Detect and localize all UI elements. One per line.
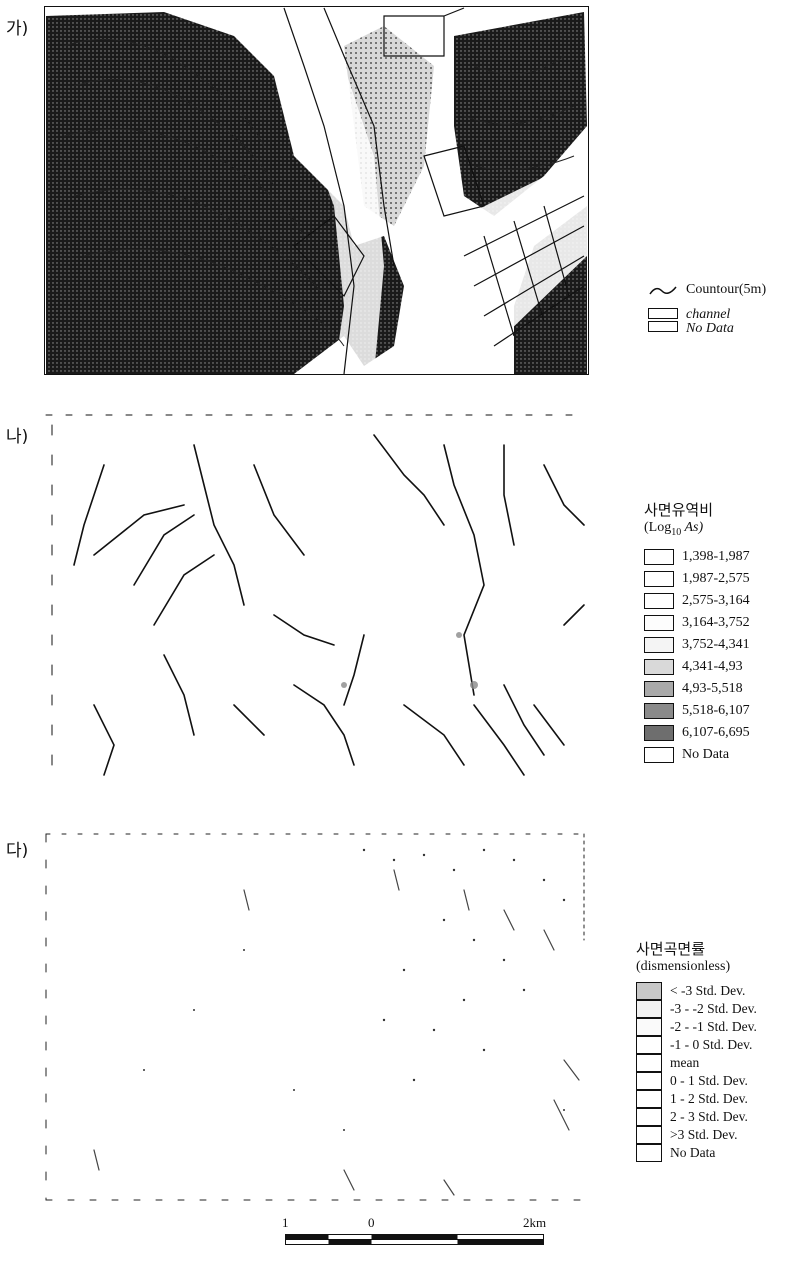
legend-b-swatch [644, 658, 674, 675]
legend-c-row: -2 - -1 Std. Dev. [636, 1018, 757, 1036]
legend-b-swatch [644, 636, 674, 653]
legend-b-subtitle: (Log10 As) [644, 521, 750, 538]
nodata-swatch [648, 321, 678, 332]
legend-b-swatch [644, 548, 674, 565]
legend-c-swatch [636, 1090, 662, 1108]
legend-b-swatch [644, 570, 674, 587]
panel-label-a: 가) [6, 19, 29, 39]
legend-curvature: 사면곡면률 (dismensionless) < -3 Std. Dev. -3 … [636, 942, 757, 1162]
legend-row-contour: Countour(5m) [648, 280, 766, 300]
legend-c-row: 1 - 2 Std. Dev. [636, 1090, 757, 1108]
legend-b-row: 2,575-3,164 [644, 590, 750, 612]
panel-label-b: 나) [6, 427, 29, 447]
legend-c-subtitle: (dismensionless) [636, 959, 731, 974]
legend-b-row: No Data [644, 744, 750, 766]
curvature-map-svg [45, 833, 585, 1201]
legend-b-title: 사면유역비 [644, 501, 714, 519]
legend-c-row: 0 - 1 Std. Dev. [636, 1072, 757, 1090]
contour-map-svg [44, 6, 589, 375]
legend-b-row: 3,164-3,752 [644, 612, 750, 634]
scale-tick-1: 1 [282, 1215, 289, 1230]
contour-line-icon [649, 286, 677, 295]
legend-b-swatch [644, 680, 674, 697]
legend-b-swatch [644, 702, 674, 719]
legend-contributing-area: 사면유역비 (Log10 As) 1,398-1,987 1,987-2,575 2… [644, 503, 750, 766]
legend-c-label: mean [670, 1055, 700, 1071]
legend-b-label: 4,93-5,518 [682, 680, 743, 696]
legend-c-row: No Data [636, 1144, 757, 1162]
legend-b-label: No Data [682, 746, 730, 762]
legend-c-label: 1 - 2 Std. Dev. [670, 1091, 748, 1107]
legend-b-swatch [644, 614, 674, 631]
legend-b-row: 4,341-4,93 [644, 656, 750, 678]
legend-c-swatch [636, 1072, 662, 1090]
legend-contour-label: Countour(5m) [686, 282, 767, 297]
panel-label-c: 다) [6, 841, 29, 861]
legend-c-row: -3 - -2 Std. Dev. [636, 1000, 757, 1018]
scale-tick-0: 0 [368, 1215, 375, 1230]
legend-c-row: 2 - 3 Std. Dev. [636, 1108, 757, 1126]
legend-b-row: 6,107-6,695 [644, 722, 750, 744]
legend-b-label: 3,164-3,752 [682, 614, 750, 630]
legend-b-row: 5,518-6,107 [644, 700, 750, 722]
legend-b-row: 4,93-5,518 [644, 678, 750, 700]
legend-c-row: -1 - 0 Std. Dev. [636, 1036, 757, 1054]
legend-b-label: 3,752-4,341 [682, 636, 750, 652]
legend-c-swatch [636, 1018, 662, 1036]
legend-c-label: 0 - 1 Std. Dev. [670, 1073, 748, 1089]
legend-channel-label: channel [686, 307, 731, 322]
contributing-area-map-svg [45, 414, 585, 776]
legend-b-label: 2,575-3,164 [682, 592, 750, 608]
legend-c-row: mean [636, 1054, 757, 1072]
curvature-map [44, 830, 589, 1205]
legend-c-row: >3 Std. Dev. [636, 1126, 757, 1144]
legend-b-row: 1,398-1,987 [644, 546, 750, 568]
scale-tick-2km: 2km [523, 1215, 547, 1230]
legend-c-items: < -3 Std. Dev. -3 - -2 Std. Dev. -2 - -1 S… [636, 982, 757, 1162]
legend-c-swatch [636, 1000, 662, 1018]
legend-c-label: >3 Std. Dev. [670, 1127, 738, 1143]
legend-c-row: < -3 Std. Dev. [636, 982, 757, 1000]
legend-b-row: 1,987-2,575 [644, 568, 750, 590]
legend-row-channel-nodata: channel No Data [648, 308, 766, 336]
legend-nodata-label: No Data [686, 321, 734, 336]
legend-c-label: < -3 Std. Dev. [670, 983, 746, 999]
legend-c-label: -1 - 0 Std. Dev. [670, 1037, 753, 1053]
legend-b-row: 3,752-4,341 [644, 634, 750, 656]
legend-c-swatch [636, 982, 662, 1000]
legend-b-subtitle-sub: 10 [671, 526, 682, 538]
legend-b-items: 1,398-1,987 1,987-2,575 2,575-3,164 3,164-3… [644, 546, 750, 766]
legend-b-label: 5,518-6,107 [682, 702, 750, 718]
legend-c-label: -3 - -2 Std. Dev. [670, 1001, 757, 1017]
legend-c-label: 2 - 3 Std. Dev. [670, 1109, 748, 1125]
legend-c-swatch [636, 1126, 662, 1144]
legend-b-swatch [644, 592, 674, 609]
scale-bar: 1 0 2km [282, 1215, 546, 1255]
channel-swatch [648, 308, 678, 319]
legend-c-label: No Data [670, 1145, 716, 1161]
contributing-area-map [44, 405, 589, 785]
legend-b-subtitle-post: As) [681, 520, 704, 535]
legend-contour: Countour(5m) channel No Data [648, 280, 766, 336]
legend-b-label: 1,987-2,575 [682, 570, 750, 586]
legend-b-swatch [644, 746, 674, 763]
legend-b-subtitle-pre: (Log [644, 520, 672, 535]
legend-c-swatch [636, 1036, 662, 1054]
scale-bar-graphic [285, 1234, 544, 1245]
contour-map [44, 6, 589, 375]
legend-b-label: 1,398-1,987 [682, 548, 750, 564]
legend-c-swatch [636, 1054, 662, 1072]
legend-b-swatch [644, 724, 674, 741]
legend-b-label: 4,341-4,93 [682, 658, 743, 674]
legend-c-swatch [636, 1108, 662, 1126]
channel-nodata-swatches [648, 308, 678, 334]
legend-c-label: -2 - -1 Std. Dev. [670, 1019, 757, 1035]
legend-b-label: 6,107-6,695 [682, 724, 750, 740]
legend-c-title: 사면곡면률 [636, 940, 706, 958]
legend-c-swatch [636, 1144, 662, 1162]
